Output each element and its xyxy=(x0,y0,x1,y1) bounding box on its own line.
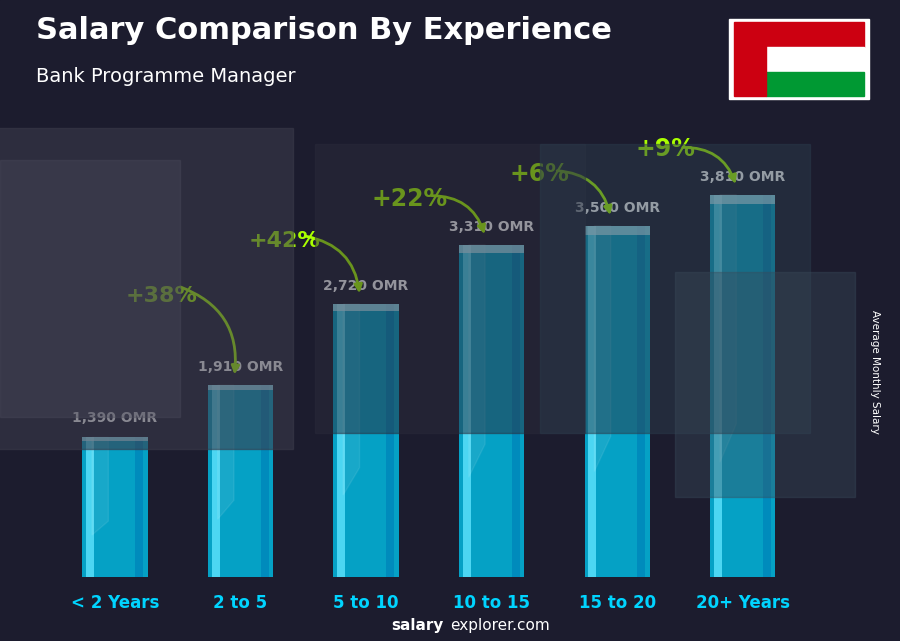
Bar xyxy=(333,304,399,311)
Text: explorer.com: explorer.com xyxy=(450,619,550,633)
Bar xyxy=(82,437,148,577)
Bar xyxy=(585,226,650,577)
Bar xyxy=(459,245,525,577)
Bar xyxy=(208,385,273,390)
Bar xyxy=(212,385,220,577)
Text: Average Monthly Salary: Average Monthly Salary xyxy=(869,310,880,434)
Bar xyxy=(463,245,471,577)
Bar xyxy=(86,437,94,577)
Bar xyxy=(637,226,645,577)
Text: +42%: +42% xyxy=(248,231,320,251)
Text: Bank Programme Manager: Bank Programme Manager xyxy=(36,67,295,87)
Text: 3,500 OMR: 3,500 OMR xyxy=(575,201,660,215)
Bar xyxy=(338,304,346,577)
Bar xyxy=(763,195,771,577)
Polygon shape xyxy=(469,245,485,478)
Text: +9%: +9% xyxy=(635,137,695,160)
Polygon shape xyxy=(594,226,611,472)
Polygon shape xyxy=(343,304,359,495)
Text: 3,810 OMR: 3,810 OMR xyxy=(700,170,786,183)
Bar xyxy=(261,385,268,577)
Polygon shape xyxy=(92,437,108,535)
Bar xyxy=(710,195,776,204)
Bar xyxy=(585,226,650,235)
Text: Salary Comparison By Experience: Salary Comparison By Experience xyxy=(36,16,612,45)
Bar xyxy=(512,245,519,577)
Bar xyxy=(714,195,722,577)
Bar xyxy=(333,304,399,577)
Text: salary: salary xyxy=(392,619,444,633)
Text: 3,310 OMR: 3,310 OMR xyxy=(449,220,535,234)
Polygon shape xyxy=(720,195,736,462)
Text: +6%: +6% xyxy=(509,162,570,186)
Bar xyxy=(386,304,394,577)
Polygon shape xyxy=(218,385,234,519)
Bar xyxy=(459,245,525,253)
Text: 1,390 OMR: 1,390 OMR xyxy=(72,412,158,426)
Text: 1,910 OMR: 1,910 OMR xyxy=(198,360,284,374)
Bar xyxy=(135,437,143,577)
Text: +38%: +38% xyxy=(125,286,197,306)
Bar xyxy=(589,226,597,577)
Text: +22%: +22% xyxy=(372,187,448,211)
Bar xyxy=(710,195,776,577)
Bar xyxy=(82,437,148,441)
Bar xyxy=(208,385,273,577)
Text: 2,720 OMR: 2,720 OMR xyxy=(323,279,409,293)
